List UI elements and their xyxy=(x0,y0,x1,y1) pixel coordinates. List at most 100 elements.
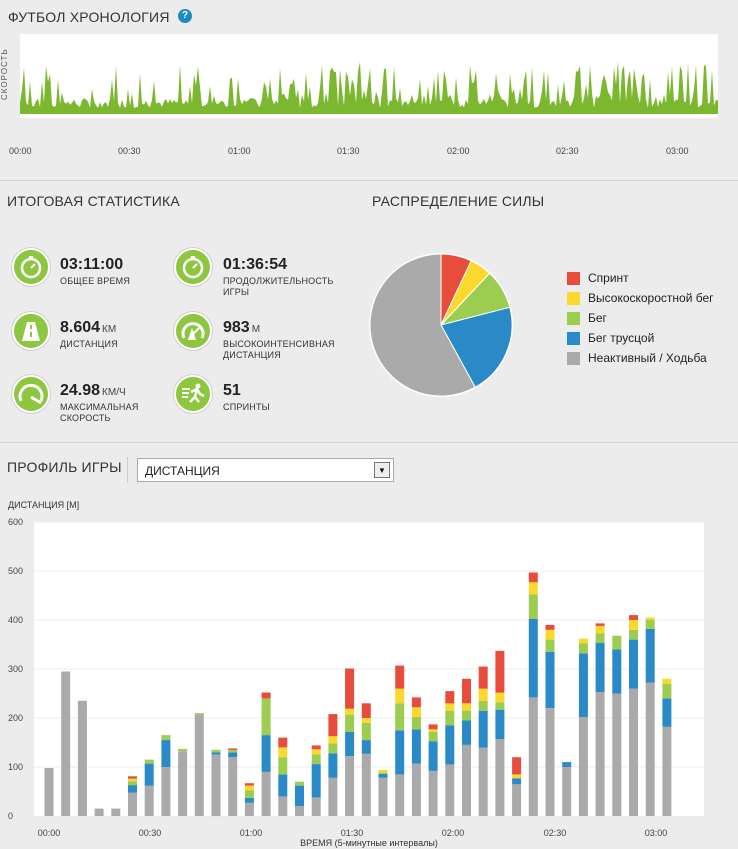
distance-bar-chart: ДИСТАНЦИЯ [М] 0 100 200 300 400 500 600 00:00 00:… xyxy=(8,500,704,848)
legend-label: Спринт xyxy=(588,271,629,285)
speed-area xyxy=(20,61,718,114)
power-distribution-title: РАСПРЕДЕЛЕНИЕ СИЛЫ xyxy=(372,193,545,209)
y-tick-label: 200 xyxy=(8,713,23,723)
bar-segment xyxy=(462,720,471,745)
bar-segment xyxy=(512,774,522,779)
bar-segment xyxy=(211,754,221,817)
bar-segment xyxy=(411,729,421,764)
timeline-tick: 02:30 xyxy=(556,146,579,156)
bar-segment xyxy=(545,708,555,816)
bar-segment xyxy=(295,785,304,807)
x-tick-label: 00:00 xyxy=(38,828,61,838)
bar-segment xyxy=(462,678,471,704)
bar-segment xyxy=(595,623,605,626)
max-speed-label: МАКСИМАЛЬНАЯ СКОРОСТЬ xyxy=(60,402,139,423)
legend-label: Бег xyxy=(588,311,607,325)
help-icon[interactable]: ? xyxy=(178,9,192,23)
bar-segment xyxy=(462,744,471,816)
chevron-down-icon[interactable]: ▼ xyxy=(374,462,390,478)
bar-segment xyxy=(629,639,638,689)
bar-segment xyxy=(662,698,672,727)
bar-segment xyxy=(178,748,188,752)
game-duration-label: ПРОДОЛЖИТЕЛЬНОСТЬ ИГРЫ xyxy=(223,276,334,297)
bar-segment xyxy=(278,774,288,797)
bar-segment xyxy=(562,762,572,767)
timeline-plot xyxy=(20,34,718,118)
bar-segment xyxy=(194,713,204,715)
game-duration-value: 01:36:54 xyxy=(223,256,288,273)
y-tick-label: 600 xyxy=(8,517,23,527)
stopwatch-icon xyxy=(174,248,212,286)
stopwatch-icon xyxy=(12,248,50,286)
metric-select[interactable]: ДИСТАНЦИЯ ▼ xyxy=(137,458,394,482)
bar-segment xyxy=(595,625,605,634)
bar-segment xyxy=(528,619,538,698)
bar-segment xyxy=(244,802,254,816)
bar-segment xyxy=(128,792,137,816)
bar-segment xyxy=(328,743,338,754)
bar-segment xyxy=(161,767,171,816)
power-distribution-pie xyxy=(369,253,513,397)
bar-segment xyxy=(378,769,388,773)
bar-segment xyxy=(378,772,388,774)
bar-segment xyxy=(361,722,371,741)
bar-segment xyxy=(445,725,455,765)
total-time-label: ОБЩЕЕ ВРЕМЯ xyxy=(60,276,131,286)
bar-segment xyxy=(629,688,638,816)
bar-segment xyxy=(378,777,388,816)
bar-segment xyxy=(228,748,238,750)
high-intensity-distance-label: ВЫСОКОИНТЕНСИВНАЯ ДИСТАНЦИЯ xyxy=(223,339,335,360)
y-tick-label: 300 xyxy=(8,664,23,674)
game-profile-section: ПРОФИЛЬ ИГРЫ xyxy=(0,442,738,849)
bar-segment xyxy=(411,717,421,730)
bar-segment xyxy=(411,763,421,816)
y-tick-label: 500 xyxy=(8,566,23,576)
bar-segment xyxy=(612,693,622,816)
distance-value: 8.604 КМ xyxy=(60,319,117,336)
x-tick-label: 01:30 xyxy=(341,828,364,838)
game-profile-title: ПРОФИЛЬ ИГРЫ xyxy=(7,459,122,475)
bar-segment xyxy=(244,797,254,803)
bar-segment xyxy=(578,653,588,717)
bar-segment xyxy=(178,751,188,816)
bar-segment xyxy=(662,726,672,816)
bar-segment xyxy=(244,783,254,786)
bar-segment xyxy=(595,643,605,692)
road-icon xyxy=(12,312,50,350)
bar-segment xyxy=(228,749,238,753)
bar-segment xyxy=(345,731,355,757)
bar-segment xyxy=(445,710,455,726)
bar-segment xyxy=(662,678,672,684)
bar-segment xyxy=(161,735,171,740)
x-tick-label: 02:00 xyxy=(442,828,465,838)
bar-segment xyxy=(295,781,304,786)
bar-segment xyxy=(411,707,421,717)
bar-segment xyxy=(478,700,488,711)
pie-slice xyxy=(369,253,476,397)
bar-segment xyxy=(528,594,538,619)
bar-segment xyxy=(512,784,522,816)
high-intensity-distance-value: 983 М xyxy=(223,319,261,336)
bar-segment xyxy=(445,764,455,816)
legend-label: Бег трусцой xyxy=(588,331,655,345)
x-tick-label: 03:00 xyxy=(645,828,668,838)
bar-segment xyxy=(311,745,321,750)
bar-segment xyxy=(61,671,71,816)
bar-segment xyxy=(128,778,137,782)
legend-swatch xyxy=(567,312,580,325)
bar-segment xyxy=(378,773,388,778)
legend-swatch xyxy=(567,332,580,345)
bar-segment xyxy=(261,698,271,736)
bar-segment xyxy=(311,754,321,765)
timeline-tick: 02:00 xyxy=(447,146,470,156)
bar-segment xyxy=(244,785,254,791)
bar-segment xyxy=(94,808,104,816)
x-tick-label: 02:30 xyxy=(544,828,567,838)
bar-segment xyxy=(478,747,488,816)
bar-segment xyxy=(629,629,638,640)
timeline-tick: 00:00 xyxy=(9,146,32,156)
bar-segment xyxy=(629,620,638,630)
legend-swatch xyxy=(567,292,580,305)
bar-segment xyxy=(144,785,154,816)
y-tick-label: 400 xyxy=(8,615,23,625)
